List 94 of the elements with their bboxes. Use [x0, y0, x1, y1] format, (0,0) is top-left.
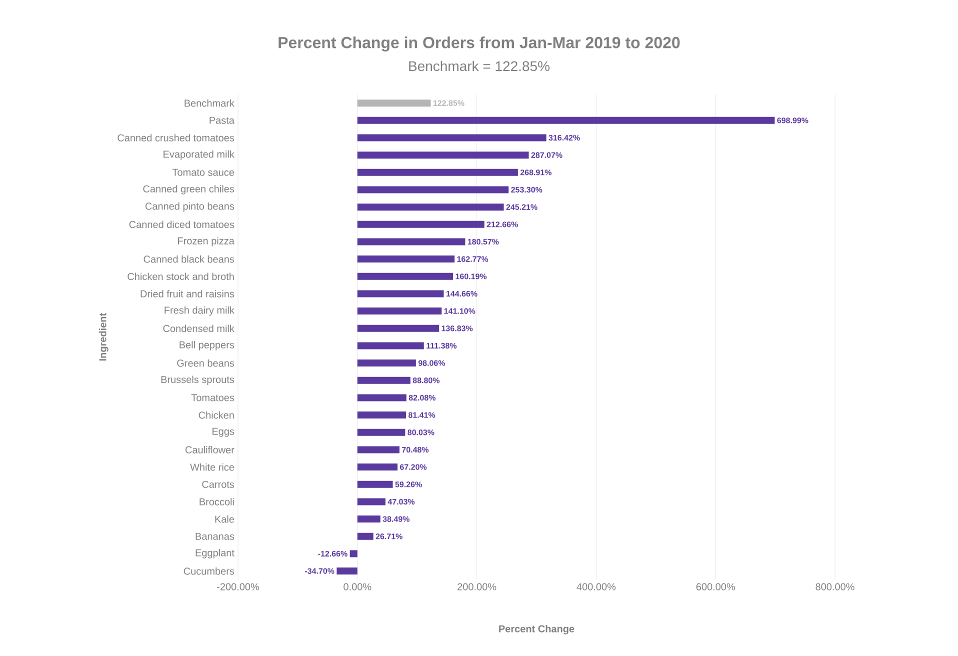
bar [357, 308, 442, 315]
bar [357, 480, 393, 488]
bar [357, 272, 454, 280]
data-label: 180.57% [468, 238, 499, 245]
bar [357, 464, 398, 471]
data-label: 80.03% [408, 430, 434, 436]
bar [357, 532, 374, 540]
y-tick-label: Evaporated milk [164, 150, 234, 160]
y-tick-label: Condensed milk [163, 324, 234, 332]
y-tick-label: Tomato sauce [172, 168, 234, 176]
bar [357, 428, 406, 436]
y-tick-label: Canned black beans [144, 255, 234, 263]
y-tick-label: White rice [190, 463, 234, 471]
bar [357, 376, 410, 384]
data-label: 111.38% [426, 342, 457, 349]
bar [357, 342, 424, 350]
y-tick-label: Brussels sprouts [161, 376, 234, 386]
x-tick-label: -200.00% [217, 583, 260, 590]
y-tick-label: Bananas [196, 532, 234, 540]
x-tick-label: 400.00% [576, 583, 616, 590]
x-tick-label: 200.00% [458, 583, 496, 590]
y-tick-label: Broccoli [200, 498, 234, 506]
data-label: 212.66% [486, 222, 518, 228]
bar [357, 516, 380, 523]
data-label: 136.83% [442, 326, 473, 332]
y-tick-label: Pasta [210, 116, 234, 124]
y-tick-label: Eggs [212, 428, 234, 437]
data-label: 82.08% [408, 394, 436, 401]
y-tick-label: Tomatoes [191, 394, 234, 402]
x-tick-label: 0.00% [344, 583, 372, 590]
bar [357, 134, 546, 142]
data-label: -12.66% [318, 550, 348, 557]
data-label: 268.91% [520, 170, 552, 176]
x-tick-label: 800.00% [816, 583, 854, 590]
data-label: 253.30% [511, 186, 542, 193]
bar [357, 394, 406, 402]
bar [357, 168, 518, 176]
bar [357, 290, 444, 298]
bar [350, 550, 358, 558]
data-label: 38.49% [382, 516, 410, 522]
y-tick-label: Fresh dairy milk [164, 306, 234, 316]
y-tick-label: Frozen pizza [178, 237, 234, 246]
bar [357, 220, 484, 228]
y-tick-label: Chicken stock and broth [128, 272, 234, 280]
data-label: 88.80% [412, 378, 440, 384]
bar [357, 446, 400, 454]
data-label: 98.06% [418, 360, 446, 366]
y-tick-label: Bell peppers [180, 341, 234, 350]
data-label: 287.07% [531, 152, 562, 158]
y-tick-label: Kale [215, 515, 234, 523]
y-tick-label: Cauliflower [186, 446, 234, 454]
y-tick-label: Dried fruit and raisins [140, 290, 234, 298]
x-axis-title: Percent Change [499, 625, 574, 634]
bar [357, 256, 455, 263]
bar [357, 152, 529, 159]
data-label: -34.70% [305, 568, 334, 574]
data-label: 81.41% [408, 412, 436, 418]
data-label: 245.21% [506, 204, 538, 210]
y-tick-label: Canned green chiles [143, 185, 234, 194]
data-label: 59.26% [395, 482, 422, 488]
bar [357, 324, 440, 332]
data-label: 144.66% [446, 290, 478, 297]
data-label: 316.42% [548, 134, 580, 141]
y-tick-label: Chicken [198, 411, 234, 419]
y-tick-label: Carrots [202, 480, 234, 488]
y-axis-title: Ingredient [98, 313, 108, 361]
y-tick-label: Benchmark [184, 99, 234, 107]
y-tick-label: Canned pinto beans [145, 202, 234, 212]
bar [357, 100, 431, 107]
y-tick-label: Canned crushed tomatoes [118, 134, 234, 142]
bar [357, 186, 509, 194]
data-label: 160.19% [456, 274, 487, 280]
y-tick-label: Cucumbers [184, 567, 234, 575]
y-tick-label: Green beans [177, 359, 234, 367]
y-tick-label: Canned diced tomatoes [129, 220, 234, 228]
data-label: 47.03% [388, 498, 415, 505]
data-label: 67.20% [400, 464, 427, 470]
chart-title: Percent Change in Orders from Jan-Mar 2019 to 2020 [278, 36, 680, 52]
y-tick-label: Eggplant [196, 549, 234, 558]
data-label: 162.77% [457, 256, 488, 262]
bar [357, 116, 775, 124]
bar [336, 568, 358, 575]
data-label: 122.85% [433, 100, 464, 106]
data-label: 26.71% [376, 534, 402, 540]
x-tick-label: 600.00% [696, 583, 735, 590]
data-label: 141.10% [444, 308, 476, 314]
data-label: 70.48% [402, 446, 429, 453]
bar [357, 238, 466, 246]
data-label: 698.99% [777, 118, 808, 124]
bar [357, 204, 504, 211]
bar [357, 498, 386, 506]
bar [357, 412, 406, 419]
bar [357, 360, 416, 367]
chart-subtitle: Benchmark = 122.85% [409, 60, 550, 72]
